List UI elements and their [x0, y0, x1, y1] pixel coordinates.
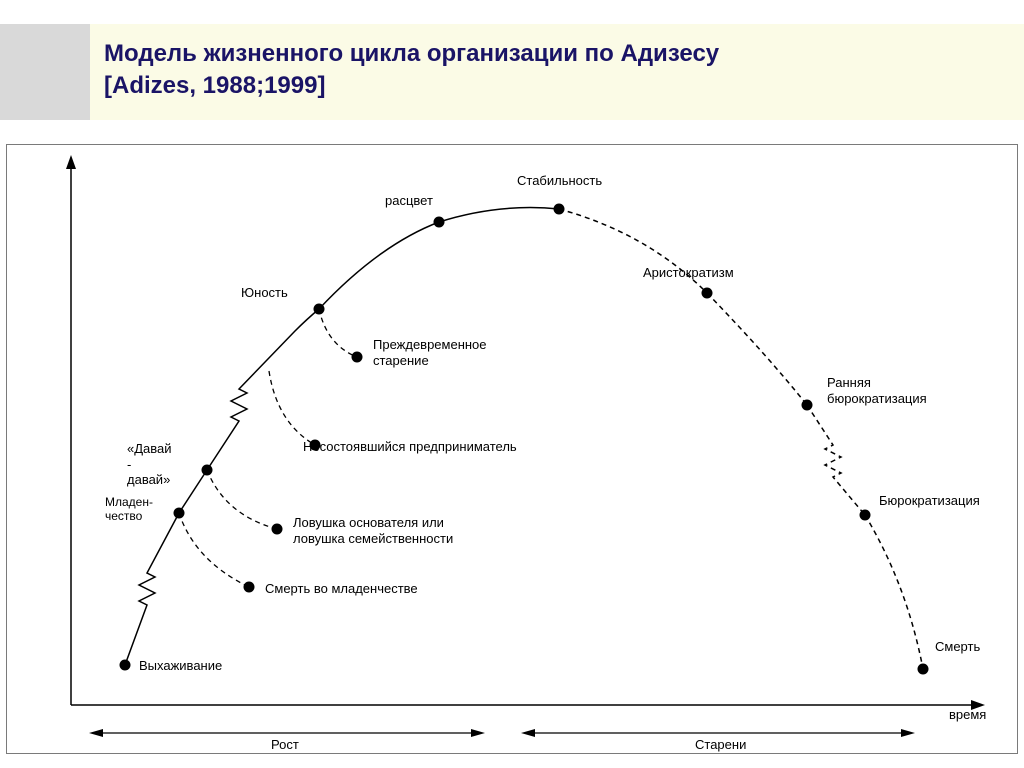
axis-label-aging: Старени [695, 737, 746, 752]
label-go-go: «Давай - давай» [127, 441, 172, 488]
label-infancy: Младен- чество [105, 495, 153, 524]
label-death: Смерть [935, 639, 980, 655]
label-early-bur: Ранняя бюрократизация [827, 375, 927, 406]
label-courtship: Выхаживание [139, 658, 222, 674]
decline-curve [559, 209, 923, 669]
label-aristocracy: Аристократизм [643, 265, 734, 281]
dot-infant-death [244, 582, 255, 593]
label-prime: расцвет [385, 193, 433, 209]
dot-premature-aging [352, 352, 363, 363]
dot-prime [434, 217, 445, 228]
chart-frame: Выхаживание Младен- чество «Давай - дава… [6, 144, 1018, 754]
label-infant-death: Смерть во младенчестве [265, 581, 418, 597]
dot-courtship [120, 660, 131, 671]
dot-go-go [202, 465, 213, 476]
label-failed-entrepreneur: Несостоявшийся предприниматель [303, 439, 517, 455]
trap-dots [244, 352, 363, 593]
title-accent [0, 24, 90, 120]
dot-early-bur [802, 400, 813, 411]
dot-bureaucracy [860, 510, 871, 521]
slide: Модель жизненного цикла организации по А… [0, 0, 1024, 768]
axis-label-time: время [949, 707, 986, 722]
dot-aristocracy [702, 288, 713, 299]
label-premature-aging: Преждевременное старение [373, 337, 487, 368]
slide-title: Модель жизненного цикла организации по А… [104, 38, 719, 103]
dot-death [918, 664, 929, 675]
dot-stable [554, 204, 565, 215]
label-adolescence: Юность [241, 285, 288, 301]
label-bureaucracy: Бюрократизация [879, 493, 980, 509]
axis-label-growth: Рост [271, 737, 299, 752]
label-founder-trap: Ловушка основателя или ловушка семействе… [293, 515, 453, 546]
dot-founder-trap [272, 524, 283, 535]
label-stable: Стабильность [517, 173, 602, 189]
axes [66, 155, 985, 737]
title-bar: Модель жизненного цикла организации по А… [0, 24, 1024, 120]
dot-adolescence [314, 304, 325, 315]
stage-dots [120, 204, 929, 675]
dot-infancy [174, 508, 185, 519]
